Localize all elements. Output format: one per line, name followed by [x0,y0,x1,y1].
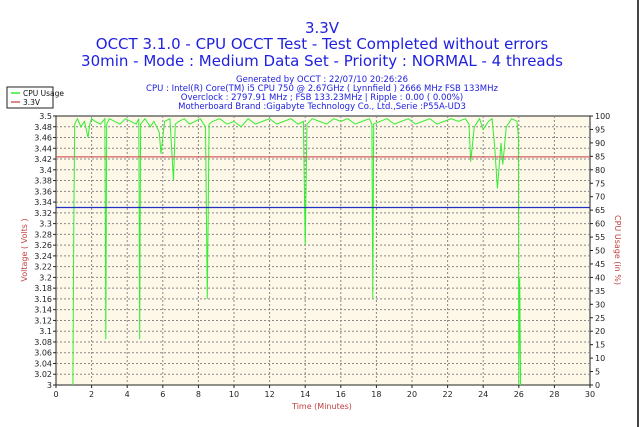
y-tick-label: 3.5 [39,112,52,121]
y2-tick-label: 90 [595,139,605,148]
y-tick-label: 3.32 [34,209,52,218]
y-tick-label: 3.4 [39,166,52,175]
info-generated: Generated by OCCT : 22/07/10 20:26:26 [236,75,408,85]
y-tick-label: 3.04 [34,359,52,368]
info-motherboard: Motherboard Brand :Gigabyte Technology C… [178,102,466,112]
chart-subtitle-1: OCCT 3.1.0 - CPU OCCT Test - Test Comple… [96,35,549,53]
chart-subtitle-2: 30min - Mode : Medium Data Set - Priorit… [81,52,563,70]
y-tick-label: 3 [47,381,52,390]
y-tick-label: 3.28 [34,230,52,239]
plot-area [55,115,591,386]
x-tick-label: 24 [478,390,488,399]
y2-tick-label: 70 [595,193,605,202]
y2-tick-label: 40 [595,273,605,282]
y-tick-label: 3.2 [39,273,52,282]
grid [56,116,590,385]
y-tick-label: 3.46 [34,134,52,143]
y-tick-label: 3.16 [34,295,52,304]
x-tick-label: 16 [336,390,346,399]
chart-title: 3.3V [305,19,340,37]
y2-tick-label: 15 [595,341,605,350]
y2-tick-label: 85 [595,152,605,161]
y-tick-label: 3.02 [34,370,52,379]
y2-tick-label: 0 [595,381,600,390]
y-tick-label: 3.38 [34,177,52,186]
y-tick-label: 3.48 [34,123,52,132]
x-tick-label: 18 [371,390,381,399]
y2-tick-label: 75 [595,179,605,188]
y2-tick-label: 50 [595,247,605,256]
x-tick-label: 28 [549,390,559,399]
x-tick-label: 4 [125,390,130,399]
y2-tick-label: 65 [595,206,605,215]
y-tick-label: 3.08 [34,338,52,347]
y2-tick-label: 20 [595,327,605,336]
y-tick-label: 3.06 [34,349,52,358]
x-tick-label: 8 [196,390,201,399]
y2-tick-label: 55 [595,233,605,242]
x-tick-label: 2 [89,390,94,399]
y-tick-label: 3.24 [34,252,52,261]
legend-label-3v3: 3.3V [23,98,41,107]
series [56,117,590,386]
y2-tick-label: 30 [595,300,605,309]
x-axis-label: Time (Minutes) [291,402,352,411]
y2-tick-label: 25 [595,314,605,323]
info-overclock: Overclock : 2797.91 MHz ; FSB 133.23MHz … [181,93,463,103]
y2-tick-label: 35 [595,287,605,296]
y-axis-label: Voltage ( Volts ) [20,218,29,281]
y-tick-label: 3.44 [34,144,52,153]
y2-tick-label: 80 [595,166,605,175]
legend: CPU Usage 3.3V [6,86,64,109]
x-tick-label: 14 [300,390,310,399]
y2-tick-label: 45 [595,260,605,269]
x-tick-label: 6 [160,390,165,399]
series-line-cpu-usage [72,117,522,386]
y2-tick-label: 5 [595,368,600,377]
y2-tick-label: 10 [595,354,605,363]
x-tick-label: 22 [443,390,453,399]
y2-tick-label: 60 [595,220,605,229]
y-tick-label: 3.34 [34,198,52,207]
y-tick-label: 3.36 [34,187,52,196]
x-tick-label: 0 [53,390,58,399]
y-tick-label: 3.26 [34,241,52,250]
y-tick-label: 3.18 [34,284,52,293]
y-tick-label: 3.14 [34,306,52,315]
y-tick-label: 3.22 [34,263,52,272]
y-tick-label: 3.3 [39,220,52,229]
y2-tick-label: 95 [595,125,605,134]
legend-label-cpu-usage: CPU Usage [23,89,64,98]
y-tick-label: 3.1 [39,327,52,336]
x-tick-label: 10 [229,390,239,399]
x-tick-label: 20 [407,390,417,399]
y-tick-label: 3.42 [34,155,52,164]
y-tick-label: 3.12 [34,316,52,325]
y2-tick-label: 100 [595,112,610,121]
info-cpu: CPU : Intel(R) Core(TM) i5 CPU 750 @ 2.6… [146,84,498,94]
x-tick-label: 26 [514,390,524,399]
ticks: 0 2 4 6 8 10 12 14 16 18 20 22 24 26 28 3033.023.043.06… [34,112,610,399]
x-tick-label: 12 [265,390,275,399]
x-tick-label: 30 [585,390,595,399]
y2-axis-label: CPU Usage (in %) [613,215,622,285]
